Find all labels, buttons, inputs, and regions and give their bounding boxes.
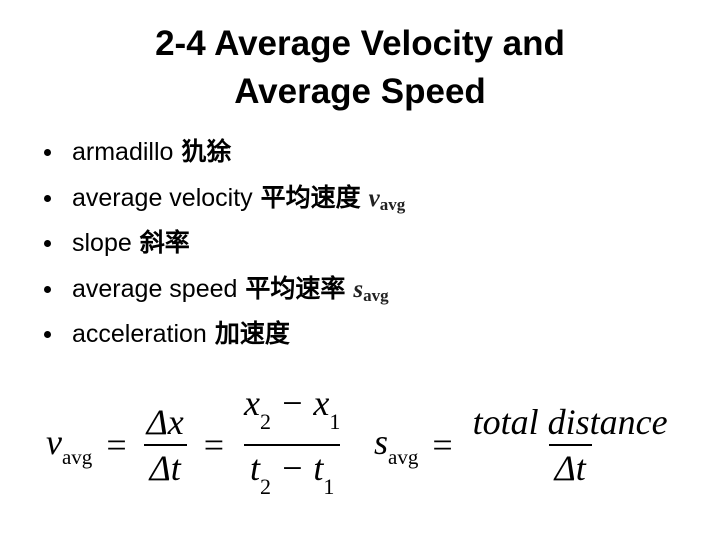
relation: = <box>106 425 127 465</box>
fraction: total distance Δt <box>467 400 674 490</box>
math-text: Δx <box>146 402 184 442</box>
relation: = <box>203 425 225 465</box>
math-text: − x <box>271 383 330 423</box>
fraction: Δx Δt <box>141 400 190 490</box>
subscript: 1 <box>323 474 335 499</box>
symbol-letter: v <box>368 184 380 212</box>
denominator: Δt <box>143 444 187 490</box>
symbol-letter: s <box>353 275 364 303</box>
term: acceleration <box>72 320 207 348</box>
bullet-item: acceleration 加速度 <box>42 314 405 360</box>
denominator: Δt <box>548 444 592 490</box>
equation: vavg = Δx Δt = x2 − x1 t2 − t1 <box>46 383 346 499</box>
relation: = <box>432 425 453 465</box>
term: average speed <box>72 274 238 303</box>
math-text: t <box>250 448 261 488</box>
subscript: avg <box>363 285 389 305</box>
symbol: vavg <box>368 184 406 214</box>
subscript: avg <box>388 444 419 469</box>
subscript: avg <box>61 444 93 469</box>
numerator: x2 − x1 <box>238 381 346 444</box>
math-text: x <box>244 383 261 423</box>
chinese-term: 平均速率 <box>245 273 346 303</box>
lhs: savg <box>374 421 418 470</box>
math-text: − t <box>271 448 324 488</box>
numerator: Δx <box>141 400 190 444</box>
math-text: Δt <box>149 448 181 488</box>
subscript: 2 <box>260 474 272 499</box>
subscript: 1 <box>329 409 341 434</box>
symbol: savg <box>353 275 389 305</box>
fraction: x2 − x1 t2 − t1 <box>238 381 346 509</box>
chinese-term: 斜率 <box>139 228 190 257</box>
equation: savg = total distance Δt <box>374 395 674 495</box>
symbol-letter: v <box>46 421 62 462</box>
chinese-term: 犰狳 <box>181 137 232 166</box>
bullet-item: average velocity 平均速度 vavg <box>42 178 405 224</box>
term: average velocity <box>72 183 253 212</box>
bullet-item: slope 斜率 <box>42 223 405 269</box>
denominator: t2 − t1 <box>244 444 341 509</box>
math-text: total distance <box>472 402 668 442</box>
bullet-list: armadillo 犰狳 average velocity 平均速度 vavg slope… <box>42 132 405 360</box>
subscript: avg <box>379 194 406 214</box>
chinese-term: 平均速度 <box>260 182 361 212</box>
lhs: vavg <box>46 421 92 470</box>
term: slope <box>72 229 132 257</box>
subscript: 2 <box>260 409 272 434</box>
term: armadillo <box>72 138 174 166</box>
bullet-item: average speed 平均速率 savg <box>42 269 405 315</box>
slide-title: 2-4 Average Velocity and Average Speed <box>155 24 565 111</box>
bullet-item: armadillo 犰狳 <box>42 132 405 178</box>
math-text: Δt <box>554 448 586 488</box>
chinese-term: 加速度 <box>214 319 290 348</box>
symbol-letter: s <box>374 421 389 462</box>
numerator: total distance <box>467 400 674 444</box>
